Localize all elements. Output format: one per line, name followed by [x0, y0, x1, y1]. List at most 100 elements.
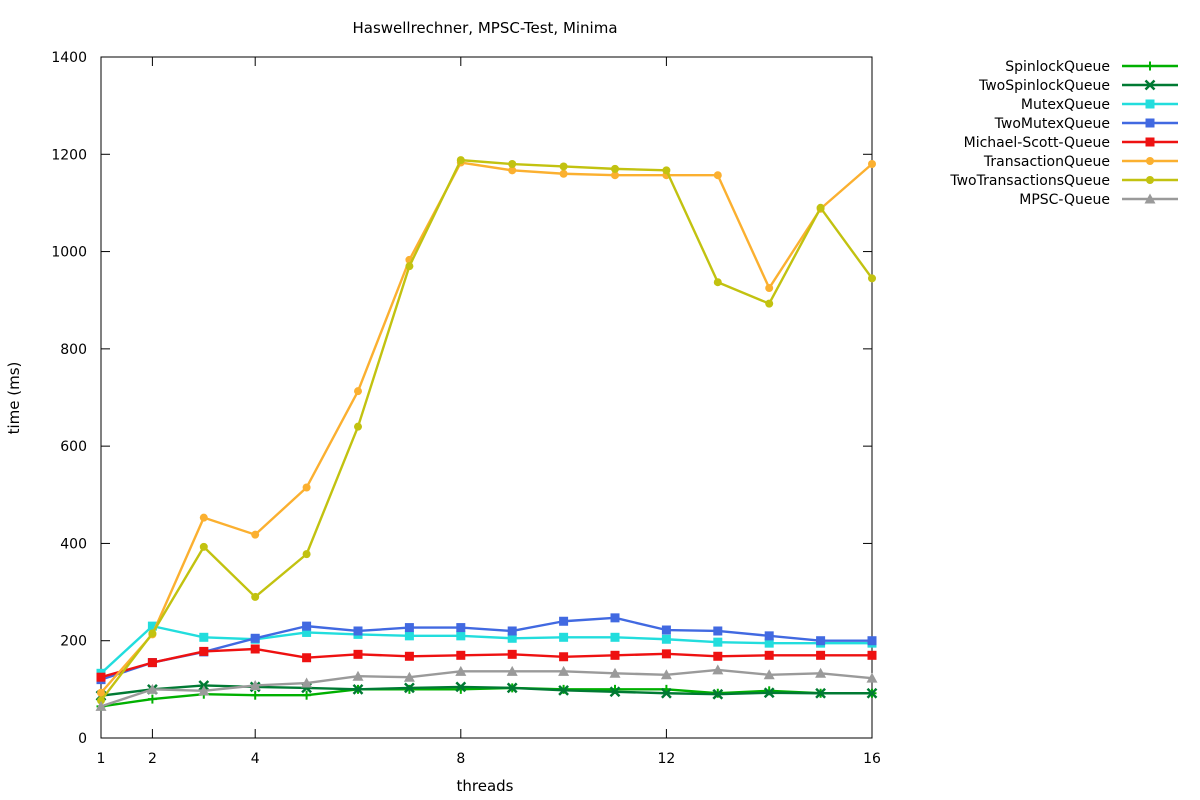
- data-point: [199, 632, 209, 642]
- data-point: [249, 679, 261, 690]
- data-point: [352, 670, 364, 681]
- legend-label: MPSC-Queue: [1019, 192, 1110, 208]
- data-point: [611, 164, 619, 173]
- data-point: [302, 550, 311, 559]
- x-tick-label: 16: [863, 751, 881, 767]
- series-line: [100, 161, 873, 694]
- data-point: [455, 681, 467, 693]
- series-line: [100, 686, 872, 708]
- data-point: [763, 687, 775, 699]
- legend-entry: MutexQueue: [1021, 97, 1178, 113]
- series-transactionqueue: [97, 158, 876, 697]
- data-point: [147, 694, 157, 704]
- data-point: [404, 631, 414, 641]
- data-point: [816, 203, 825, 212]
- data-point: [199, 646, 209, 656]
- data-point: [816, 636, 826, 646]
- data-point: [559, 632, 569, 642]
- data-point: [815, 667, 827, 678]
- legend-entry: TransactionQueue: [983, 154, 1178, 170]
- series-mpsc-queue: [95, 664, 878, 711]
- data-point: [765, 284, 774, 293]
- data-point: [816, 650, 826, 660]
- data-point: [558, 684, 569, 696]
- data-point: [713, 278, 722, 287]
- data-point: [1145, 99, 1155, 109]
- data-point: [506, 665, 518, 676]
- y-tick-label: 200: [60, 634, 87, 650]
- data-point: [354, 387, 362, 396]
- data-point: [507, 633, 517, 643]
- legend-entry: TwoMutexQueue: [994, 116, 1178, 132]
- legend-label: SpinlockQueue: [1005, 59, 1110, 75]
- data-point: [713, 637, 723, 647]
- data-point: [868, 160, 876, 169]
- data-point: [611, 171, 619, 180]
- legend-entry: SpinlockQueue: [1005, 59, 1178, 75]
- series-line: [100, 624, 872, 675]
- series-spinlockqueue: [96, 683, 877, 711]
- data-point: [404, 623, 414, 633]
- data-point: [559, 169, 568, 178]
- data-point: [508, 160, 517, 169]
- data-point: [610, 613, 620, 623]
- data-point: [251, 530, 260, 539]
- data-point: [867, 636, 877, 646]
- y-tick-label: 800: [60, 342, 87, 358]
- legend-label: TransactionQueue: [983, 154, 1110, 170]
- legend-entry: Michael-Scott-Queue: [964, 135, 1178, 151]
- data-point: [713, 626, 723, 636]
- data-point: [508, 166, 517, 175]
- data-point: [97, 696, 105, 705]
- data-point: [96, 672, 106, 682]
- data-point: [712, 688, 724, 700]
- plot-frame: [100, 56, 873, 739]
- data-point: [661, 687, 672, 699]
- series-line: [100, 647, 872, 679]
- data-point: [609, 667, 621, 678]
- series-line: [100, 616, 872, 681]
- data-point: [661, 634, 671, 644]
- data-point: [661, 625, 671, 635]
- data-point: [765, 299, 774, 308]
- data-point: [662, 166, 671, 175]
- data-point: [146, 683, 158, 694]
- data-point: [456, 631, 466, 641]
- series-line: [100, 158, 873, 702]
- data-point: [1144, 79, 1156, 91]
- data-point: [302, 621, 312, 631]
- data-point: [251, 592, 260, 601]
- data-point: [559, 162, 568, 171]
- series-layer: [95, 156, 878, 711]
- data-point: [403, 671, 415, 682]
- y-tick-label: 600: [60, 439, 87, 455]
- data-point: [148, 629, 157, 638]
- data-point: [199, 513, 208, 522]
- data-point: [97, 688, 105, 697]
- y-tick-label: 1400: [51, 50, 87, 66]
- data-point: [405, 262, 414, 271]
- y-axis-title: time (ms): [5, 362, 23, 435]
- data-point: [95, 700, 107, 711]
- data-point: [610, 632, 620, 642]
- data-point: [610, 650, 620, 660]
- data-point: [764, 650, 774, 660]
- data-point: [199, 542, 208, 551]
- data-point: [713, 651, 723, 661]
- data-point: [506, 682, 518, 694]
- data-point: [713, 171, 722, 180]
- data-point: [250, 633, 260, 643]
- data-point: [1146, 176, 1154, 184]
- data-point: [712, 664, 724, 675]
- data-point: [661, 649, 671, 659]
- data-point: [353, 626, 363, 636]
- data-point: [455, 665, 467, 676]
- data-point: [302, 627, 312, 637]
- data-point: [763, 669, 775, 680]
- y-tick-label: 400: [60, 536, 87, 552]
- data-point: [764, 638, 774, 648]
- data-point: [404, 651, 414, 661]
- y-tick-label: 1200: [51, 147, 87, 163]
- x-tick-label: 12: [657, 751, 675, 767]
